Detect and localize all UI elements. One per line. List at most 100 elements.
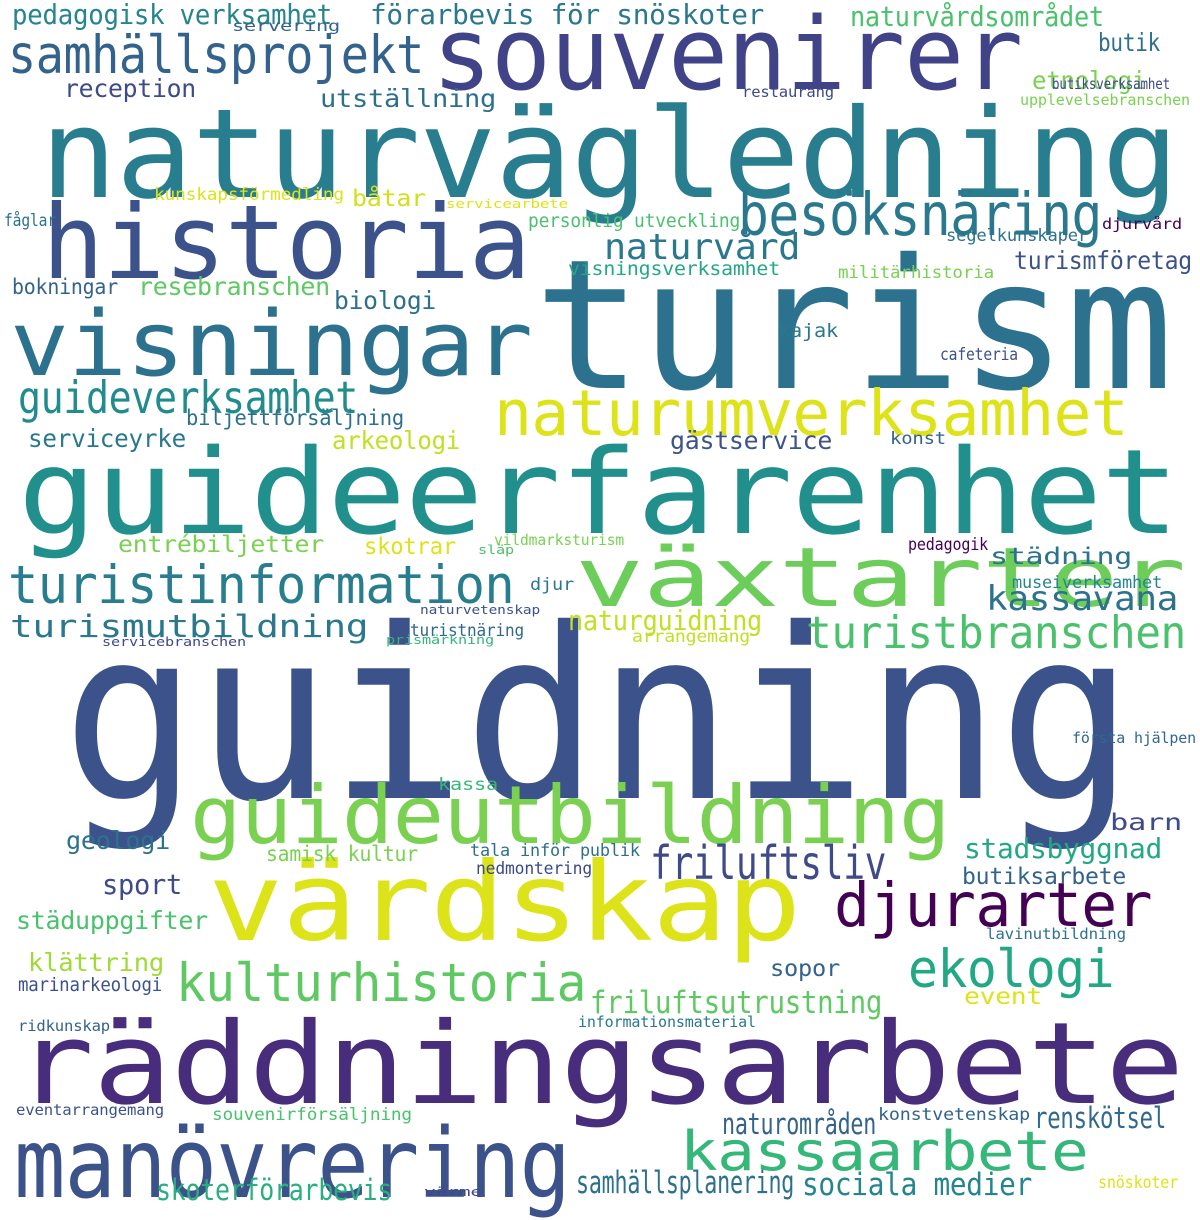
word: butik: [1098, 28, 1161, 57]
word: besöksnäring: [738, 180, 1102, 249]
word: tala inför publik: [470, 840, 640, 860]
word: turistnäring: [410, 620, 524, 640]
word: marinarkeologi: [18, 974, 163, 996]
word: servicearbete: [446, 196, 569, 211]
word: butiksarbete: [962, 864, 1127, 890]
word: biljettförsäljning: [186, 406, 404, 430]
word: räddningsarbete: [15, 998, 1184, 1130]
word: kassa: [438, 774, 499, 794]
word: djurvård: [1102, 216, 1183, 233]
word: djurarter: [834, 870, 1153, 941]
word: pedagogik: [908, 534, 989, 554]
word: manövrering: [14, 1107, 571, 1220]
word: guidning: [62, 578, 1134, 854]
word: växtarter: [575, 531, 1186, 626]
word: biologi: [334, 286, 436, 315]
word: cafeteria: [940, 344, 1018, 364]
word: gästservice: [670, 426, 833, 455]
word: friluftsliv: [650, 836, 887, 890]
word: utställning: [320, 84, 497, 113]
word: guideutbildning: [190, 769, 951, 862]
word: entrébiljetter: [118, 532, 324, 558]
word: turistbranschen: [806, 608, 1186, 659]
word: guideverksamhet: [18, 373, 358, 424]
word: ekologi: [908, 939, 1115, 1000]
word: släp: [478, 542, 515, 557]
word: samhällsprojekt: [8, 25, 424, 86]
word: renskötsel: [1034, 1101, 1167, 1135]
word: event: [964, 984, 1043, 1010]
word: visningsverksamhet: [568, 258, 780, 280]
word: nedmontering: [476, 858, 593, 878]
word: souvenirförsäljning: [212, 1104, 412, 1124]
word: pedagogisk verksamhet: [12, 0, 333, 31]
word: turismutbildning: [10, 609, 369, 645]
word: kulturhistoria: [176, 953, 586, 1014]
word: personlig utveckling: [528, 210, 741, 232]
word: kassaarbete: [680, 1119, 1089, 1183]
word: turism: [534, 220, 1173, 431]
word: visningar: [10, 292, 533, 397]
word: värdskap: [208, 839, 801, 966]
word: sociala medier: [802, 1167, 1033, 1203]
word: samhällsplanering: [576, 1165, 795, 1201]
word: konst: [890, 428, 946, 448]
word: barn: [1110, 810, 1182, 836]
word: skoterförarbevis: [156, 1173, 393, 1207]
word: skotrar: [364, 534, 456, 560]
word: kassavana: [986, 579, 1178, 618]
word: servicebranschen: [102, 634, 247, 649]
word: ridkunskap: [18, 1018, 111, 1035]
word: naturguidning: [568, 606, 762, 637]
word: djur: [530, 574, 575, 594]
word: restaurang: [742, 84, 835, 101]
word: klättring: [28, 948, 164, 977]
word: arrangemang: [632, 626, 751, 646]
word: resebranschen: [138, 272, 330, 301]
word: båtar: [352, 186, 426, 212]
word: naturvägledning: [40, 83, 1179, 227]
word: informationsmaterial: [578, 1014, 756, 1031]
word: naturvetenskap: [420, 602, 541, 617]
word: servering: [232, 18, 341, 35]
word: städning: [990, 544, 1132, 570]
word: prismärkning: [386, 632, 495, 647]
word: eventarrangemang: [16, 1102, 165, 1119]
word: serviceyrke: [28, 424, 186, 453]
word: första hjälpen: [1072, 730, 1196, 747]
word: vildmarksturism: [494, 532, 625, 549]
word: guideerfarenhet: [18, 424, 1180, 561]
word: snöskoter: [1098, 1172, 1179, 1192]
word: kunskapsförmedling: [154, 184, 344, 204]
word: friluftsutrustning: [590, 985, 883, 1021]
word: fåglar: [4, 210, 56, 230]
word: sport: [102, 870, 183, 901]
word: reception: [64, 74, 196, 103]
word: etnologi: [1032, 66, 1146, 95]
word: naturumverksamhet: [494, 377, 1129, 450]
word: butiksverksamhet: [1052, 76, 1170, 93]
word: segelkunskaper: [946, 225, 1089, 245]
word: arkeologi: [332, 426, 461, 455]
word: stadsbyggnad: [964, 834, 1163, 865]
word: lavinutbildning: [986, 926, 1126, 943]
word: värme: [424, 1184, 483, 1199]
word: naturvårdsområdet: [850, 2, 1104, 33]
word: historia: [42, 183, 531, 303]
word: geologi: [66, 826, 170, 855]
word: städuppgifter: [16, 906, 208, 935]
word: samisk kultur: [266, 842, 418, 866]
word: bokningar: [12, 275, 118, 299]
word: förarbevis för snöskoter: [370, 0, 765, 31]
word: sopor: [770, 956, 841, 982]
word: konstvetenskap: [878, 1104, 1031, 1124]
word: souvenirer: [432, 0, 1023, 113]
word: naturområden: [722, 1107, 877, 1141]
word: turismföretag: [1014, 246, 1192, 275]
word: upplevelsebranschen: [1020, 92, 1191, 109]
word: turistinformation: [8, 555, 515, 616]
word: naturvård: [604, 227, 801, 268]
word: kajak: [778, 320, 839, 342]
word: militärhistoria: [838, 262, 995, 282]
